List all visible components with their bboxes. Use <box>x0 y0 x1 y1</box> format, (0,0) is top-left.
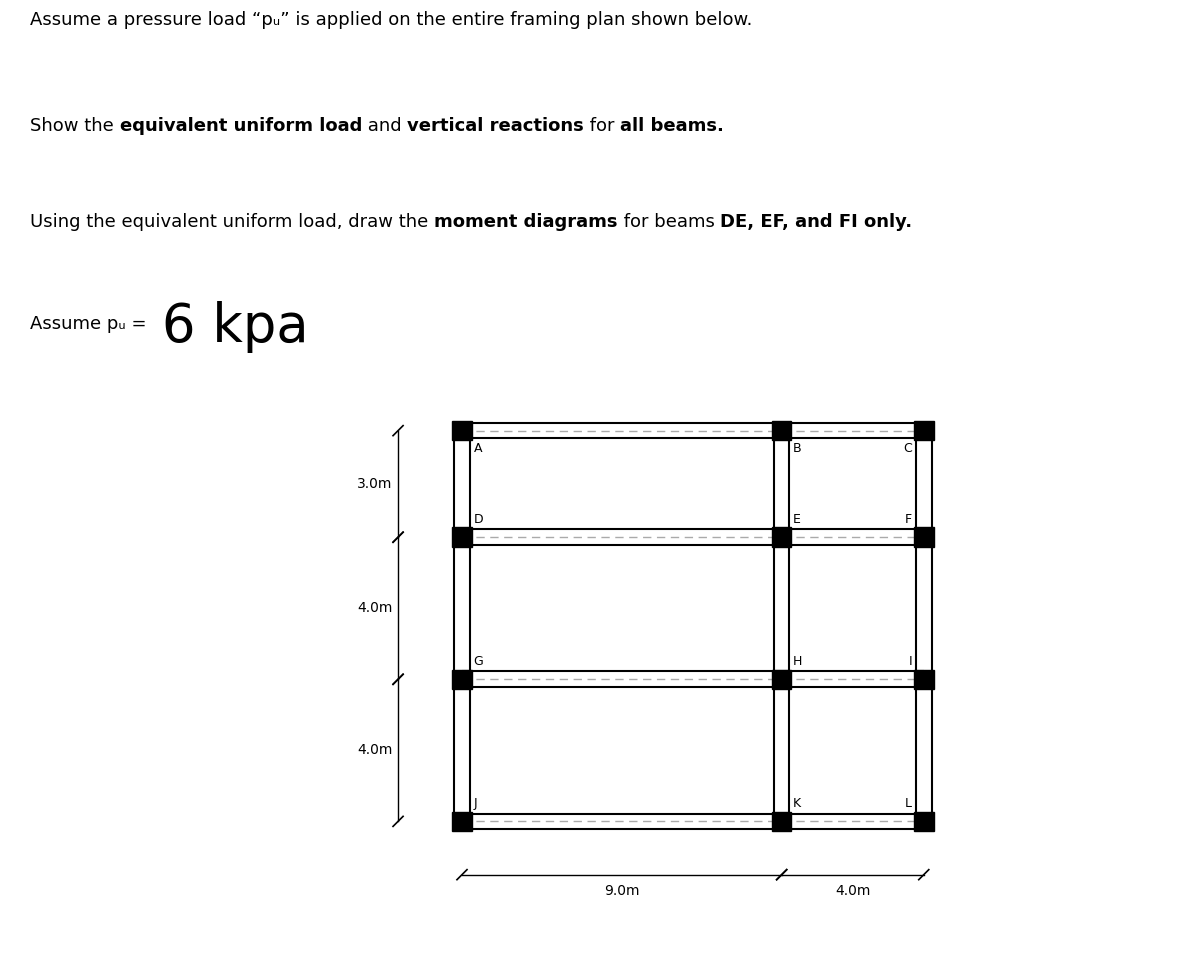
Text: and: and <box>362 118 407 135</box>
Text: B: B <box>793 442 802 455</box>
Bar <box>914 528 934 547</box>
Text: vertical reactions: vertical reactions <box>407 118 584 135</box>
Text: for: for <box>584 118 620 135</box>
Bar <box>914 670 934 689</box>
Text: C: C <box>904 442 912 455</box>
Text: moment diagrams: moment diagrams <box>434 212 618 231</box>
Text: D: D <box>474 512 484 526</box>
Bar <box>772 812 792 831</box>
Text: for beams: for beams <box>618 212 720 231</box>
Text: 6 kpa: 6 kpa <box>162 301 308 352</box>
Bar <box>452 421 472 440</box>
Text: Assume a pressure load “pᵤ” is applied on the entire framing plan shown below.: Assume a pressure load “pᵤ” is applied o… <box>30 11 752 29</box>
Bar <box>772 670 792 689</box>
Bar <box>914 812 934 831</box>
Bar <box>914 421 934 440</box>
Text: G: G <box>474 654 484 668</box>
Text: Show the: Show the <box>30 118 120 135</box>
Text: all beams.: all beams. <box>620 118 724 135</box>
Bar <box>452 528 472 547</box>
Bar <box>452 812 472 831</box>
Text: A: A <box>474 442 482 455</box>
Text: L: L <box>905 797 912 810</box>
Bar <box>452 670 472 689</box>
Text: Assume pᵤ =: Assume pᵤ = <box>30 316 152 333</box>
Text: 9.0m: 9.0m <box>604 884 640 897</box>
Bar <box>772 528 792 547</box>
Text: H: H <box>793 654 803 668</box>
Text: 4.0m: 4.0m <box>358 743 392 758</box>
Text: Using the equivalent uniform load, draw the: Using the equivalent uniform load, draw … <box>30 212 434 231</box>
Text: 4.0m: 4.0m <box>835 884 870 897</box>
Text: F: F <box>905 512 912 526</box>
Text: K: K <box>793 797 802 810</box>
Text: I: I <box>908 654 912 668</box>
Text: 3.0m: 3.0m <box>358 477 392 491</box>
Bar <box>772 421 792 440</box>
Text: DE, EF, and FI only.: DE, EF, and FI only. <box>720 212 912 231</box>
Text: E: E <box>793 512 802 526</box>
Text: J: J <box>474 797 478 810</box>
Text: equivalent uniform load: equivalent uniform load <box>120 118 362 135</box>
Text: 4.0m: 4.0m <box>358 601 392 616</box>
